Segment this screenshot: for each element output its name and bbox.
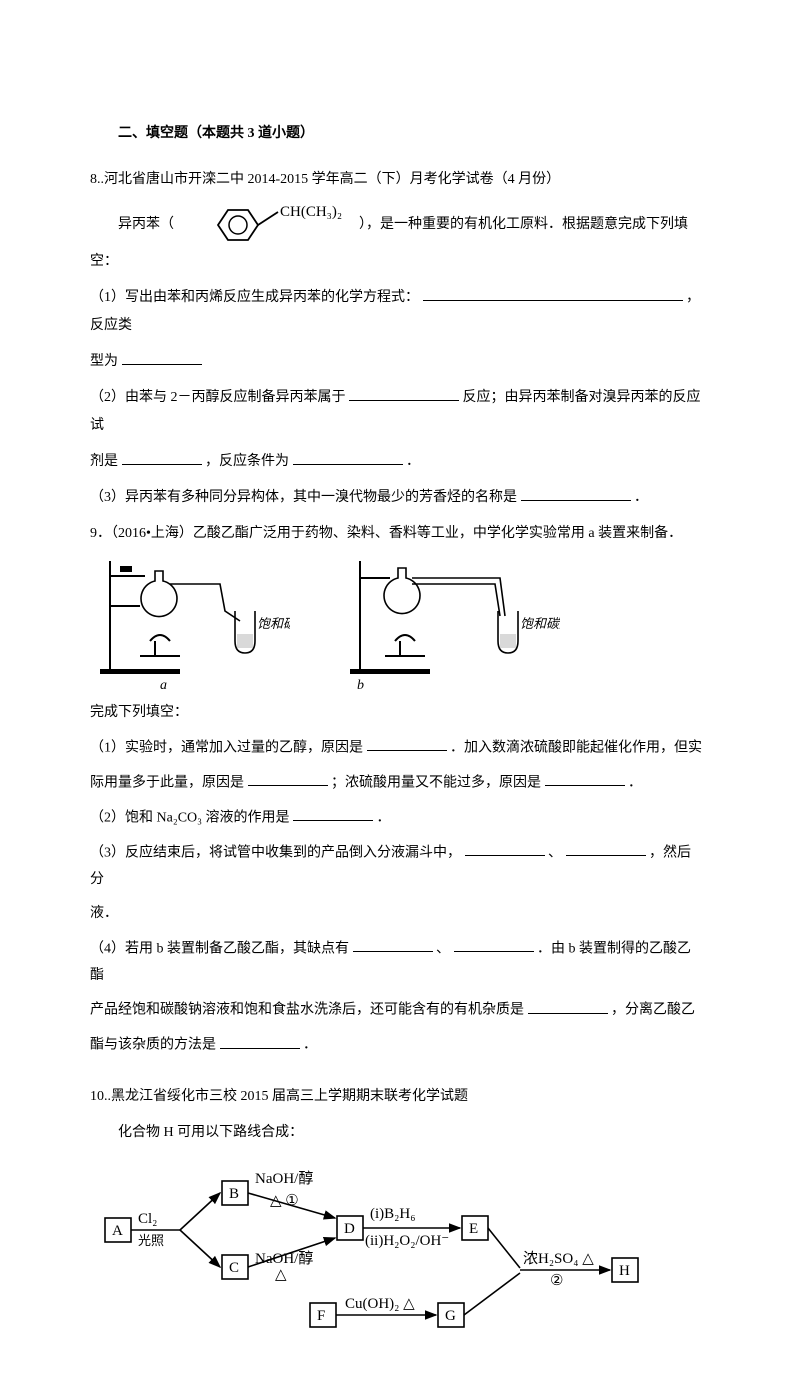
- q9-header: 9．（2016•上海）乙酸乙酯广泛用于药物、染料、香料等工业，中学化学实验常用 …: [90, 520, 704, 548]
- q8-p1: （1）写出由苯和丙烯反应生成异丙苯的化学方程式： ，反应类: [90, 284, 704, 340]
- apparatus-labels: a b: [160, 678, 704, 694]
- q9-p4-f: 酯与该杂质的方法是: [90, 1038, 216, 1053]
- blank[interactable]: [349, 385, 459, 401]
- q8-p2-d: ，反应条件为: [205, 454, 289, 469]
- node-g: G: [445, 1308, 456, 1324]
- q8-p3: （3）异丙苯有多种同分异构体，其中一溴代物最少的芳香烃的名称是 ．: [90, 484, 704, 512]
- edge-egh-top: 浓H₂SO₄ △: [523, 1250, 594, 1267]
- node-c: C: [229, 1260, 239, 1276]
- apparatus-a-icon: 饱和碳酸钠溶液: [100, 556, 290, 676]
- section-title: 二、填空题（本题共 3 道小题）: [90, 120, 704, 148]
- blank[interactable]: [220, 1032, 300, 1048]
- q9-p1-l2: 际用量多于此量，原因是 ；浓硫酸用量又不能过多，原因是 ．: [90, 770, 704, 797]
- q8-p1c-line: 型为: [90, 348, 704, 376]
- blank[interactable]: [122, 349, 202, 365]
- edge-cd-bot: △: [275, 1267, 287, 1283]
- q8-intro-prefix: 异丙苯（: [118, 217, 174, 232]
- q9-p4-a: （4）若用 b 装置制备乙酸乙酯，其缺点有: [90, 941, 349, 956]
- edge-de-bot: (ii)H₂O₂/OH⁻: [365, 1233, 449, 1249]
- q9-p1-d: ；浓硫酸用量又不能过多，原因是: [331, 775, 541, 790]
- q9-p4-g: ．: [303, 1038, 317, 1053]
- q10-header: 10..黑龙江省绥化市三校 2015 届高三上学期期末联考化学试题: [90, 1083, 704, 1111]
- q8-p3-b: ．: [634, 490, 648, 505]
- q8-p1-c: 型为: [90, 354, 118, 369]
- edge-de-top: (i)B₂H₆: [370, 1206, 415, 1222]
- edge-fg: Cu(OH)₂ △: [345, 1296, 415, 1312]
- q9-p1-c: 际用量多于此量，原因是: [90, 775, 244, 790]
- q9-p2-b: ．: [377, 810, 391, 825]
- q8-p2-a: （2）由苯与 2－丙醇反应制备异丙苯属于: [90, 390, 346, 405]
- node-b: B: [229, 1186, 239, 1202]
- edge-bd-top: NaOH/醇: [255, 1170, 313, 1187]
- node-f: F: [317, 1308, 325, 1324]
- q9-p1-b: ．加入数滴浓硫酸即能起催化作用，但实: [450, 740, 702, 755]
- apparatus-b: 饱和碳酸钠溶液: [350, 556, 560, 676]
- blank[interactable]: [465, 840, 545, 856]
- apparatus-b-icon: 饱和碳酸钠溶液: [350, 556, 560, 676]
- q9-p4-l3: 酯与该杂质的方法是 ．: [90, 1032, 704, 1059]
- q9-p3-a: （3）反应结束后，将试管中收集到的产品倒入分液漏斗中，: [90, 845, 461, 860]
- edge-bd-bot: △ ①: [270, 1193, 299, 1209]
- cumene-structure-icon: CH(CH₃)₂: [178, 202, 356, 248]
- q9-p4-d: 产品经饱和碳酸钠溶液和饱和食盐水洗涤后，还可能含有的有机杂质是: [90, 1003, 524, 1018]
- blank[interactable]: [367, 735, 447, 751]
- q9-p4-e: ，分离乙酸乙: [611, 1003, 695, 1018]
- q8-p2-line2: 剂是 ，反应条件为 ．: [90, 448, 704, 476]
- blank[interactable]: [545, 770, 625, 786]
- q8-p2: （2）由苯与 2－丙醇反应制备异丙苯属于 反应；由异丙苯制备对溴异丙苯的反应试: [90, 384, 704, 440]
- q10-intro: 化合物 H 可用以下路线合成：: [90, 1119, 704, 1147]
- apparatus-row: 饱和碳酸钠溶液 饱和碳酸钠溶液: [100, 556, 704, 676]
- edge-ab-top: Cl₂: [138, 1211, 157, 1227]
- q9-p0: 完成下列填空：: [90, 700, 704, 727]
- q8-p2-c: 剂是: [90, 454, 118, 469]
- blank[interactable]: [521, 485, 631, 501]
- blank[interactable]: [293, 449, 403, 465]
- blank[interactable]: [353, 936, 433, 952]
- q8-p2-e: ．: [406, 454, 420, 469]
- q9-p4-l2: 产品经饱和碳酸钠溶液和饱和食盐水洗涤后，还可能含有的有机杂质是 ，分离乙酸乙: [90, 997, 704, 1024]
- q9-p2-a: （2）饱和 Na₂CO₃ 溶液的作用是: [90, 810, 290, 825]
- node-h: H: [619, 1263, 630, 1279]
- label-b: b: [357, 678, 364, 694]
- apparatus-b-label: 饱和碳酸钠溶液: [520, 616, 560, 631]
- q8-header: 8..河北省唐山市开滦二中 2014-2015 学年高二（下）月考化学试卷（4 …: [90, 166, 704, 194]
- q9-p3-b: 、: [548, 845, 566, 860]
- q9-p4-l1: （4）若用 b 装置制备乙酸乙酯，其缺点有 、 ．由 b 装置制得的乙酸乙酯: [90, 936, 704, 990]
- formula-text: CH(CH₃)₂: [280, 204, 342, 220]
- q8-p3-a: （3）异丙苯有多种同分异构体，其中一溴代物最少的芳香烃的名称是: [90, 490, 517, 505]
- q9-p4-b: 、: [436, 941, 454, 956]
- q9-p3d: 液．: [90, 901, 704, 928]
- blank[interactable]: [454, 936, 534, 952]
- blank[interactable]: [248, 770, 328, 786]
- edge-egh-bot: ②: [550, 1273, 563, 1289]
- blank[interactable]: [423, 285, 683, 301]
- blank[interactable]: [566, 840, 646, 856]
- apparatus-a: 饱和碳酸钠溶液: [100, 556, 290, 676]
- synthesis-scheme-icon: A Cl₂ 光照 B C NaOH/醇 △ ① NaOH/醇 △ D (i)B₂…: [100, 1163, 660, 1333]
- q9-p1-l1: （1）实验时，通常加入过量的乙醇，原因是 ．加入数滴浓硫酸即能起催化作用，但实: [90, 735, 704, 762]
- edge-ab-bot: 光照: [138, 1233, 164, 1248]
- node-d: D: [344, 1221, 355, 1237]
- q9-p3: （3）反应结束后，将试管中收集到的产品倒入分液漏斗中， 、 ，然后分: [90, 840, 704, 894]
- node-e: E: [469, 1221, 478, 1237]
- blank[interactable]: [528, 997, 608, 1013]
- apparatus-a-label: 饱和碳酸钠溶液: [257, 616, 290, 631]
- q8-p1-a: （1）写出由苯和丙烯反应生成异丙苯的化学方程式：: [90, 290, 419, 305]
- q8-intro: 异丙苯（ CH(CH₃)₂ ），是一种重要的有机化工原料．根据题意完成下列填空：: [90, 202, 704, 276]
- q9-p2: （2）饱和 Na₂CO₃ 溶液的作用是 ．: [90, 805, 704, 832]
- q9-p1-e: ．: [628, 775, 642, 790]
- label-a: a: [160, 678, 167, 694]
- blank[interactable]: [122, 449, 202, 465]
- blank[interactable]: [293, 805, 373, 821]
- edge-cd-top: NaOH/醇: [255, 1250, 313, 1267]
- q9-p1-a: （1）实验时，通常加入过量的乙醇，原因是: [90, 740, 363, 755]
- node-a: A: [112, 1223, 123, 1239]
